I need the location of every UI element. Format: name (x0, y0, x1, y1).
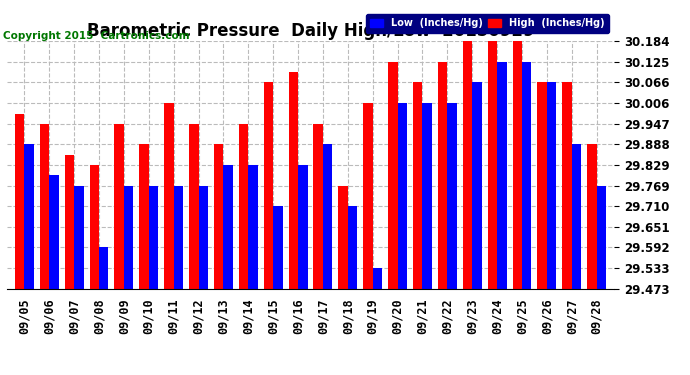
Bar (422, 103, 432, 289)
Bar (124, 186, 133, 289)
Bar (447, 103, 457, 289)
Text: Copyright 2015  Cartronics.com: Copyright 2015 Cartronics.com (3, 32, 190, 41)
Bar (115, 124, 124, 289)
Bar (497, 62, 506, 289)
Bar (488, 41, 497, 289)
Bar (513, 41, 522, 289)
Bar (472, 82, 482, 289)
Bar (373, 268, 382, 289)
Bar (413, 82, 422, 289)
Bar (273, 206, 283, 289)
Bar (74, 186, 83, 289)
Bar (338, 186, 348, 289)
Bar (397, 103, 407, 289)
Bar (348, 206, 357, 289)
Bar (65, 155, 74, 289)
Bar (99, 248, 108, 289)
Bar (90, 165, 99, 289)
Bar (288, 72, 298, 289)
Bar (323, 144, 333, 289)
Bar (139, 144, 149, 289)
Bar (522, 62, 531, 289)
Bar (189, 124, 199, 289)
Bar (149, 186, 158, 289)
Bar (264, 82, 273, 289)
Bar (49, 175, 59, 289)
Bar (438, 62, 447, 289)
Bar (164, 103, 174, 289)
Bar (572, 144, 581, 289)
Bar (248, 165, 258, 289)
Bar (239, 124, 248, 289)
Bar (597, 186, 606, 289)
Bar (24, 144, 34, 289)
Legend: Low  (Inches/Hg), High  (Inches/Hg): Low (Inches/Hg), High (Inches/Hg) (366, 14, 609, 33)
Bar (15, 114, 24, 289)
Bar (562, 82, 572, 289)
Bar (388, 62, 397, 289)
Bar (40, 124, 49, 289)
Bar (538, 82, 547, 289)
Bar (224, 165, 233, 289)
Bar (174, 186, 183, 289)
Title: Barometric Pressure  Daily High/Low  20150929: Barometric Pressure Daily High/Low 20150… (87, 22, 534, 40)
Bar (587, 144, 597, 289)
Bar (298, 165, 308, 289)
Bar (199, 186, 208, 289)
Bar (214, 144, 224, 289)
Bar (363, 103, 373, 289)
Bar (313, 124, 323, 289)
Bar (547, 82, 556, 289)
Bar (463, 41, 472, 289)
